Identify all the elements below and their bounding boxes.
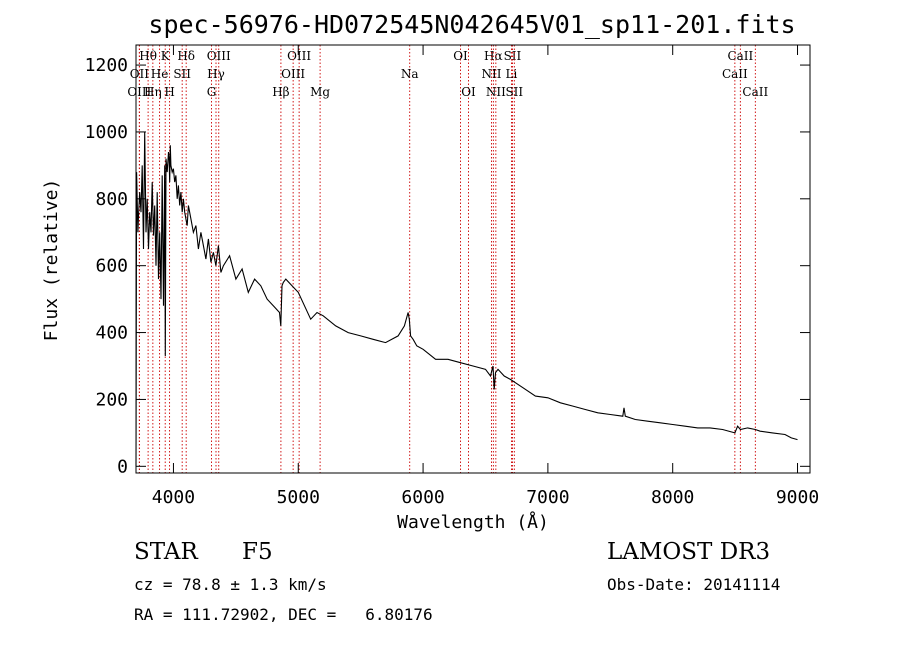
spectral-line-label: Hγ xyxy=(207,67,225,81)
y-tick-label: 1000 xyxy=(85,122,128,143)
spectral-line-label: G xyxy=(207,85,217,99)
spectral-line-label: OI xyxy=(461,85,476,99)
spectral-line-label: OIII xyxy=(207,49,231,63)
y-tick-label: 0 xyxy=(117,456,128,477)
spectral-line-label: OI xyxy=(453,49,468,63)
spectral-line-label: Hβ xyxy=(272,85,289,99)
spectral-line-label: Hδ xyxy=(177,49,195,63)
x-tick-label: 6000 xyxy=(401,487,444,508)
x-axis-label: Wavelength (Å) xyxy=(397,511,549,533)
x-tick-label: 4000 xyxy=(152,487,195,508)
spectral-line-label: Hη xyxy=(144,85,162,99)
axis-ticks: 4000 5000 6000 7000 8000 9000 0 200 400 600 800 100… xyxy=(85,45,819,508)
x-tick-label: 8000 xyxy=(651,487,694,508)
spectral-line-label: OIII xyxy=(287,49,311,63)
spectral-line-label: SII xyxy=(173,67,191,81)
y-tick-label: 200 xyxy=(95,389,128,410)
y-axis-label: Flux (relative) xyxy=(41,179,62,342)
object-class: STAR xyxy=(134,539,198,565)
spectral-line-label: He xyxy=(151,67,169,81)
spectral-line-label: K xyxy=(161,49,171,63)
y-tick-label: 1200 xyxy=(85,55,128,76)
spectral-line-label: SII xyxy=(505,85,523,99)
chart-title: spec-56976-HD072545N042645V01_sp11-201.f… xyxy=(148,10,795,39)
observation-date: Obs-Date: 20141114 xyxy=(607,575,781,594)
x-tick-label: 9000 xyxy=(776,487,819,508)
object-subclass: F5 xyxy=(242,539,273,565)
spectral-line-label: CaII xyxy=(742,85,768,99)
spectral-line-label: SII xyxy=(504,49,522,63)
spectrum-line xyxy=(135,131,798,467)
survey-name: LAMOST DR3 xyxy=(607,539,771,565)
spectral-line-label: Hθ xyxy=(139,49,157,63)
x-tick-label: 7000 xyxy=(526,487,569,508)
y-tick-label: 600 xyxy=(95,256,128,277)
coordinates: RA = 111.72902, DEC = 6.80176 xyxy=(134,605,433,624)
y-tick-label: 400 xyxy=(95,323,128,344)
spectral-line-label: OIII xyxy=(127,85,151,99)
spectral-line-label: H xyxy=(164,85,174,99)
spectral-line-label: Hα xyxy=(484,49,503,63)
redshift-velocity: cz = 78.8 ± 1.3 km/s xyxy=(134,575,327,594)
spectral-line-label: NII xyxy=(481,67,501,81)
spectral-line-label: OIII xyxy=(281,67,305,81)
x-tick-label: 5000 xyxy=(277,487,320,508)
spectral-line-label: Na xyxy=(401,67,419,81)
spectral-line-label: CaII xyxy=(722,67,748,81)
spectral-line-label: Mg xyxy=(310,85,330,99)
spectral-line-label: NII xyxy=(486,85,506,99)
plot-frame xyxy=(135,44,811,474)
y-tick-label: 800 xyxy=(95,189,128,210)
spectral-line-label: CaII xyxy=(727,49,753,63)
spectral-line-label: Li xyxy=(506,67,518,81)
